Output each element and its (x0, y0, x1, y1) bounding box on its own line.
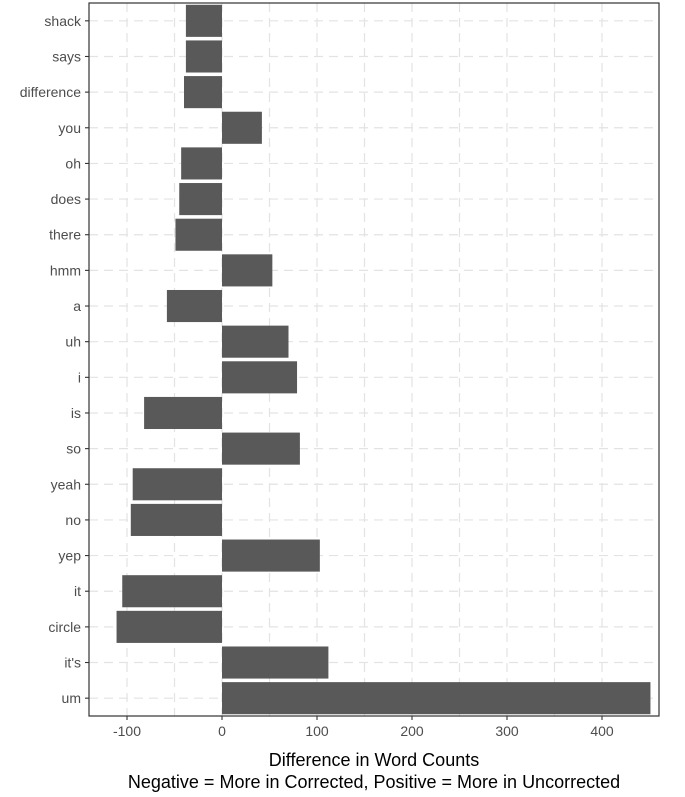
y-tick-label: difference (20, 84, 81, 100)
bar-shack (185, 4, 222, 37)
x-tick-label: 0 (218, 723, 226, 739)
bar-you (222, 111, 262, 144)
x-tick-label: 200 (400, 723, 424, 739)
x-tick-label: 300 (495, 723, 519, 739)
y-tick-label: it's (64, 655, 81, 671)
y-tick-label: circle (48, 619, 81, 635)
bar-hmm (222, 254, 273, 287)
bar-says (185, 40, 222, 73)
bar-uh (222, 325, 289, 358)
x-axis-title: Difference in Word Counts (269, 750, 479, 770)
bar-so (222, 432, 300, 465)
y-axis: shack says difference you oh does there hmm a uh i… (20, 13, 89, 706)
bar-no (130, 503, 222, 536)
y-tick-label: a (73, 298, 81, 314)
y-tick-label: hmm (50, 262, 81, 278)
y-tick-label: um (62, 690, 81, 706)
bar-circle (116, 610, 222, 643)
y-tick-label: shack (44, 13, 82, 29)
y-tick-label: yeah (51, 476, 81, 492)
panel-border (88, 2, 660, 717)
y-tick-label: so (66, 441, 81, 457)
y-tick-label: uh (65, 334, 81, 350)
y-tick-label: there (49, 227, 81, 243)
bar-it's (222, 646, 329, 679)
x-tick-label: 100 (305, 723, 329, 739)
y-tick-label: oh (65, 155, 81, 171)
y-tick-label: does (51, 191, 81, 207)
x-tick-label: 400 (590, 723, 614, 739)
bars (116, 4, 651, 715)
bar-i (222, 361, 298, 394)
bar-is (144, 396, 222, 430)
bar-yep (222, 539, 320, 572)
y-tick-label: no (65, 512, 81, 528)
bar-does (179, 183, 222, 216)
y-tick-label: yep (58, 548, 81, 564)
x-tick-label: -100 (113, 723, 141, 739)
y-tick-label: is (71, 405, 81, 421)
x-axis-subtitle: Negative = More in Corrected, Positive =… (128, 772, 620, 792)
y-tick-label: i (78, 369, 81, 385)
bar-um (222, 682, 651, 715)
y-tick-label: says (52, 48, 81, 64)
y-tick-label: you (58, 120, 81, 136)
bar-it (122, 575, 222, 608)
bar-there (175, 218, 222, 251)
bar-a (166, 289, 222, 323)
bar-difference (184, 76, 222, 109)
y-tick-label: it (74, 583, 81, 599)
x-axis: -100 0 100 200 300 400 (113, 716, 614, 739)
bar-oh (181, 147, 222, 180)
bar-yeah (132, 468, 222, 501)
